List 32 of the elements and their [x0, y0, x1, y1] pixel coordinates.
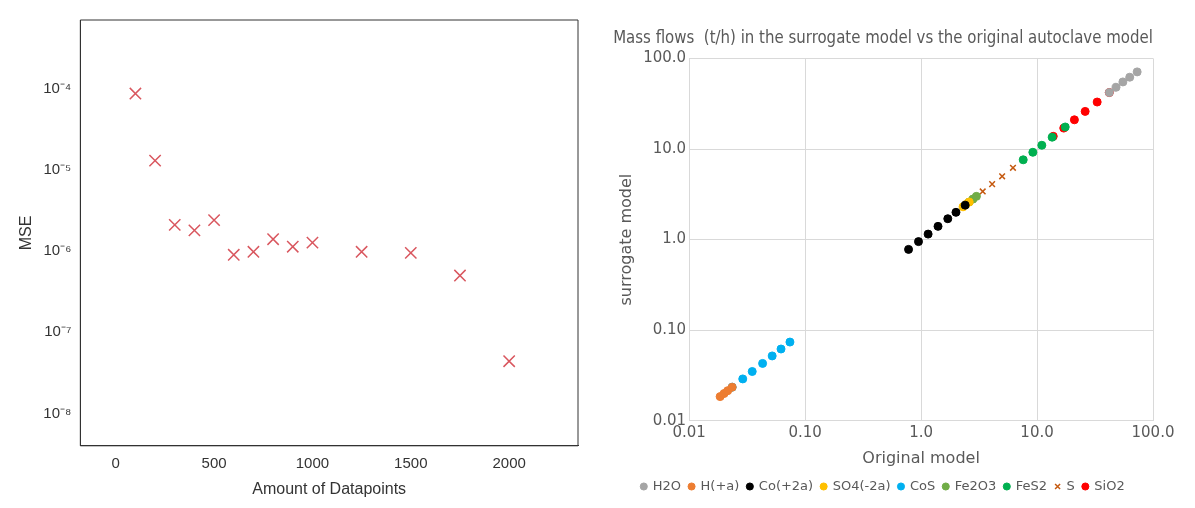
legend-label: H2O: [652, 477, 682, 493]
x-tick-label: 10.0: [1020, 422, 1054, 441]
legend-label: S: [1066, 477, 1075, 493]
y-tick-label: 100.0: [643, 48, 687, 67]
y-tick-label: 1.0: [662, 229, 687, 248]
legend-label: Co(+2a): [758, 477, 814, 493]
legend-label: SiO2: [1094, 477, 1125, 493]
x-tick-label: 1.0: [909, 422, 933, 441]
x-tick-label: 1500: [394, 453, 428, 471]
x-tick-label: 2000: [492, 453, 526, 471]
x-tick-label: 100.0: [1131, 422, 1175, 441]
x-tick-label: 1000: [295, 453, 330, 471]
x-tick-label: 0: [111, 453, 120, 471]
chart-title: Mass flows (t/h) in the surrogate model vs the original autoclave model: [613, 26, 1153, 47]
legend-label: SO4(-2a): [832, 477, 891, 493]
x-tick-label: 0.10: [788, 422, 822, 441]
y-tick-label: 10⁻⁴: [43, 78, 72, 96]
y-axis-title: surrogate model: [615, 173, 635, 306]
legend-label: Fe2O3: [954, 477, 997, 493]
x-axis-title: Amount of Datapoints: [252, 479, 407, 497]
legend-label: H(+a): [700, 477, 740, 493]
y-tick-label: 10.0: [652, 138, 687, 157]
y-tick-label: 10⁻⁵: [43, 159, 72, 177]
legend-label: FeS2: [1015, 477, 1048, 493]
x-tick-label: 500: [201, 453, 227, 471]
x-axis-title: Original model: [862, 447, 980, 467]
y-axis-title: MSE: [17, 215, 35, 251]
y-tick-label: 0.10: [652, 320, 687, 339]
y-tick-label: 10⁻⁷: [44, 322, 72, 340]
legend-label: CoS: [909, 477, 936, 493]
y-tick-label: 10⁻⁸: [43, 403, 72, 421]
y-tick-label: 10⁻⁶: [43, 241, 72, 259]
